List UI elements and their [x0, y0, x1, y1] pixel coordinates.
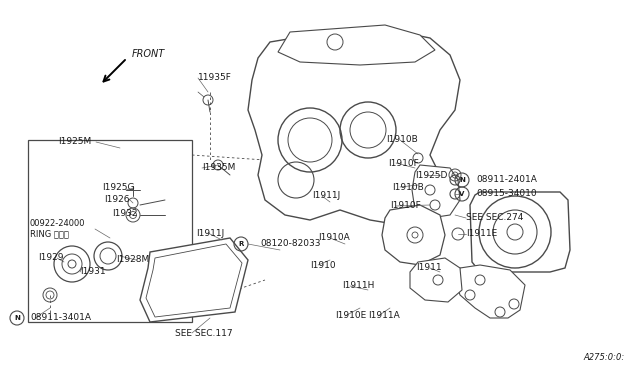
Polygon shape [28, 140, 192, 322]
Polygon shape [382, 205, 445, 265]
Text: I1911H: I1911H [342, 282, 374, 291]
Text: I1932: I1932 [112, 209, 138, 218]
Text: I1911E: I1911E [466, 230, 497, 238]
Polygon shape [410, 258, 462, 302]
Polygon shape [455, 265, 525, 318]
Text: I1911J: I1911J [196, 228, 224, 237]
Text: 08120-82033: 08120-82033 [260, 240, 321, 248]
Text: I1911J: I1911J [312, 192, 340, 201]
Text: N: N [14, 315, 20, 321]
Text: I1935M: I1935M [202, 164, 236, 173]
Text: I1910E: I1910E [335, 311, 366, 321]
Polygon shape [140, 238, 248, 322]
Polygon shape [470, 192, 570, 272]
Text: R: R [238, 241, 244, 247]
Text: SEE SEC.117: SEE SEC.117 [175, 328, 232, 337]
Text: RING リング: RING リング [30, 230, 69, 238]
Text: I1910B: I1910B [392, 183, 424, 192]
Text: 08911-2401A: 08911-2401A [476, 176, 537, 185]
Text: I1926: I1926 [104, 196, 129, 205]
Text: 11935F: 11935F [198, 74, 232, 83]
Text: N: N [459, 177, 465, 183]
Polygon shape [146, 244, 242, 317]
Text: I1910F: I1910F [390, 202, 420, 211]
Text: I1910A: I1910A [318, 234, 349, 243]
Text: I1925G: I1925G [102, 183, 134, 192]
Text: 08915-34010: 08915-34010 [476, 189, 536, 199]
Text: I1925M: I1925M [58, 138, 92, 147]
Text: I1928M: I1928M [116, 256, 149, 264]
Text: FRONT: FRONT [132, 49, 165, 59]
Polygon shape [412, 165, 460, 218]
Text: 08911-3401A: 08911-3401A [30, 314, 91, 323]
Text: I1910F: I1910F [388, 158, 419, 167]
Text: I1911: I1911 [416, 263, 442, 273]
Text: I1929: I1929 [38, 253, 63, 263]
Text: I1931: I1931 [80, 267, 106, 276]
Text: I1910B: I1910B [386, 135, 418, 144]
Text: I1925D: I1925D [415, 170, 447, 180]
Text: I1911A: I1911A [368, 311, 400, 321]
Text: A275:0:0:: A275:0:0: [584, 353, 625, 362]
Text: I1910: I1910 [310, 260, 335, 269]
Polygon shape [278, 25, 435, 65]
Text: V: V [460, 191, 465, 197]
Text: SEE SEC.274: SEE SEC.274 [466, 214, 524, 222]
Polygon shape [248, 30, 460, 225]
Text: 00922-24000: 00922-24000 [30, 219, 86, 228]
